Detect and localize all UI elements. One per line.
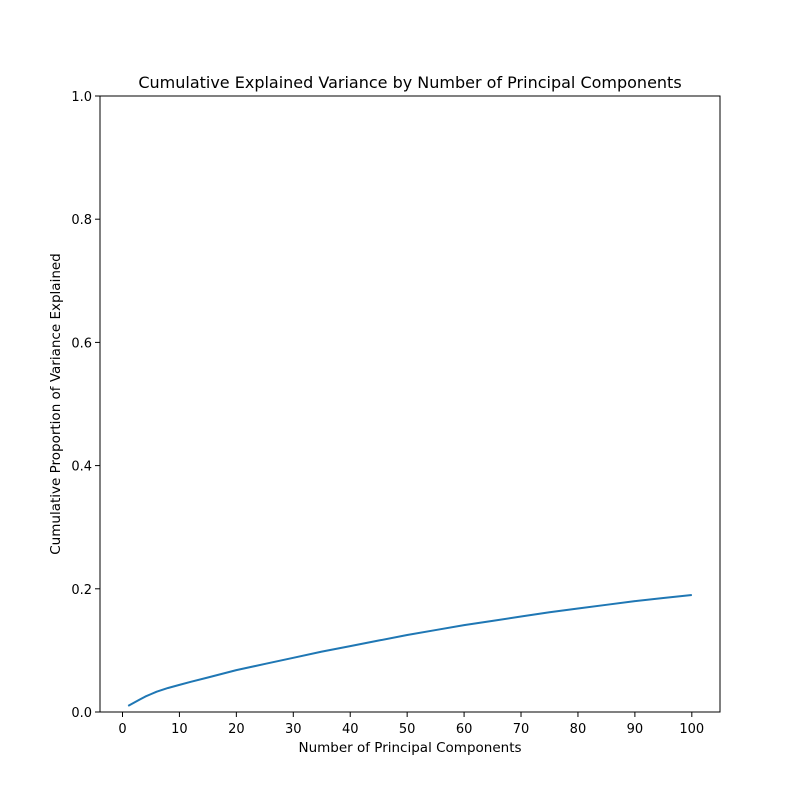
x-tick-label: 20 bbox=[228, 722, 245, 737]
y-tick-label: 0.8 bbox=[71, 213, 92, 228]
x-tick-label: 30 bbox=[285, 722, 302, 737]
y-tick-label: 0.6 bbox=[71, 336, 92, 351]
y-tick-label: 1.0 bbox=[71, 90, 92, 105]
y-tick-label: 0.4 bbox=[71, 460, 92, 475]
series-line bbox=[127, 593, 692, 707]
x-tick-label: 70 bbox=[513, 722, 530, 737]
x-tick-label: 10 bbox=[171, 722, 188, 737]
x-tick-label: 60 bbox=[456, 722, 473, 737]
chart-title: Cumulative Explained Variance by Number … bbox=[138, 73, 681, 92]
y-tick-label: 0.2 bbox=[71, 583, 92, 598]
x-axis-ticks: 0 10 20 30 40 50 60 70 80 90 100 bbox=[118, 712, 704, 737]
series-lines bbox=[127, 593, 692, 707]
plot-area-frame bbox=[99, 95, 721, 713]
x-tick-label: 40 bbox=[342, 722, 359, 737]
y-tick-label: 0.0 bbox=[71, 706, 92, 721]
y-axis-ticks: 0.0 0.2 0.4 0.6 0.8 1.0 bbox=[71, 90, 100, 721]
y-axis-label: Cumulative Proportion of Variance Explai… bbox=[48, 253, 64, 555]
x-axis-label: Number of Principal Components bbox=[298, 740, 521, 756]
x-tick-label: 100 bbox=[679, 722, 704, 737]
x-tick-label: 0 bbox=[118, 722, 126, 737]
x-tick-label: 50 bbox=[399, 722, 416, 737]
x-tick-label: 90 bbox=[627, 722, 644, 737]
x-tick-label: 80 bbox=[570, 722, 587, 737]
